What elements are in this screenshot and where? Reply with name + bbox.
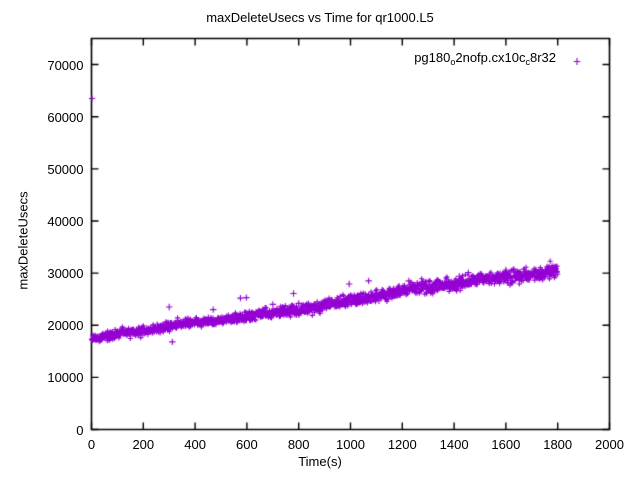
y-tick-label-60000: 60000 [47, 109, 84, 125]
x-tick-label-1600: 1600 [491, 436, 521, 452]
x-tick-label-600: 600 [236, 436, 258, 452]
y-tick-label-10000: 10000 [47, 370, 84, 386]
x-axis-label: Time(s) [298, 454, 342, 469]
x-tick-label-0: 0 [87, 436, 96, 452]
y-tick-label-20000: 20000 [47, 318, 84, 334]
x-tick-label-1200: 1200 [387, 436, 417, 452]
x-tick-label-400: 400 [184, 436, 206, 452]
y-tick-label-30000: 30000 [47, 266, 84, 282]
y-axis-label: maxDeleteUsecs [15, 191, 31, 290]
x-tick-label-200: 200 [132, 436, 155, 452]
x-tick-label-1000: 1000 [336, 436, 365, 452]
legend-entry-label: pg180o2nofp.cx10cc8r32 [414, 50, 556, 67]
y-tick-label-0: 0 [76, 422, 84, 438]
y-tick-label-40000: 40000 [47, 213, 84, 229]
x-tick-label-1400: 1400 [439, 436, 469, 452]
x-tick-label-1800: 1800 [543, 436, 573, 452]
y-tick-label-70000: 70000 [47, 57, 84, 73]
y-tick-label-50000: 50000 [47, 161, 84, 177]
x-tick-label-2000: 2000 [595, 436, 624, 452]
chart-title: maxDeleteUsecs vs Time for qr1000.L5 [206, 10, 434, 25]
x-tick-label-800: 800 [287, 436, 310, 452]
